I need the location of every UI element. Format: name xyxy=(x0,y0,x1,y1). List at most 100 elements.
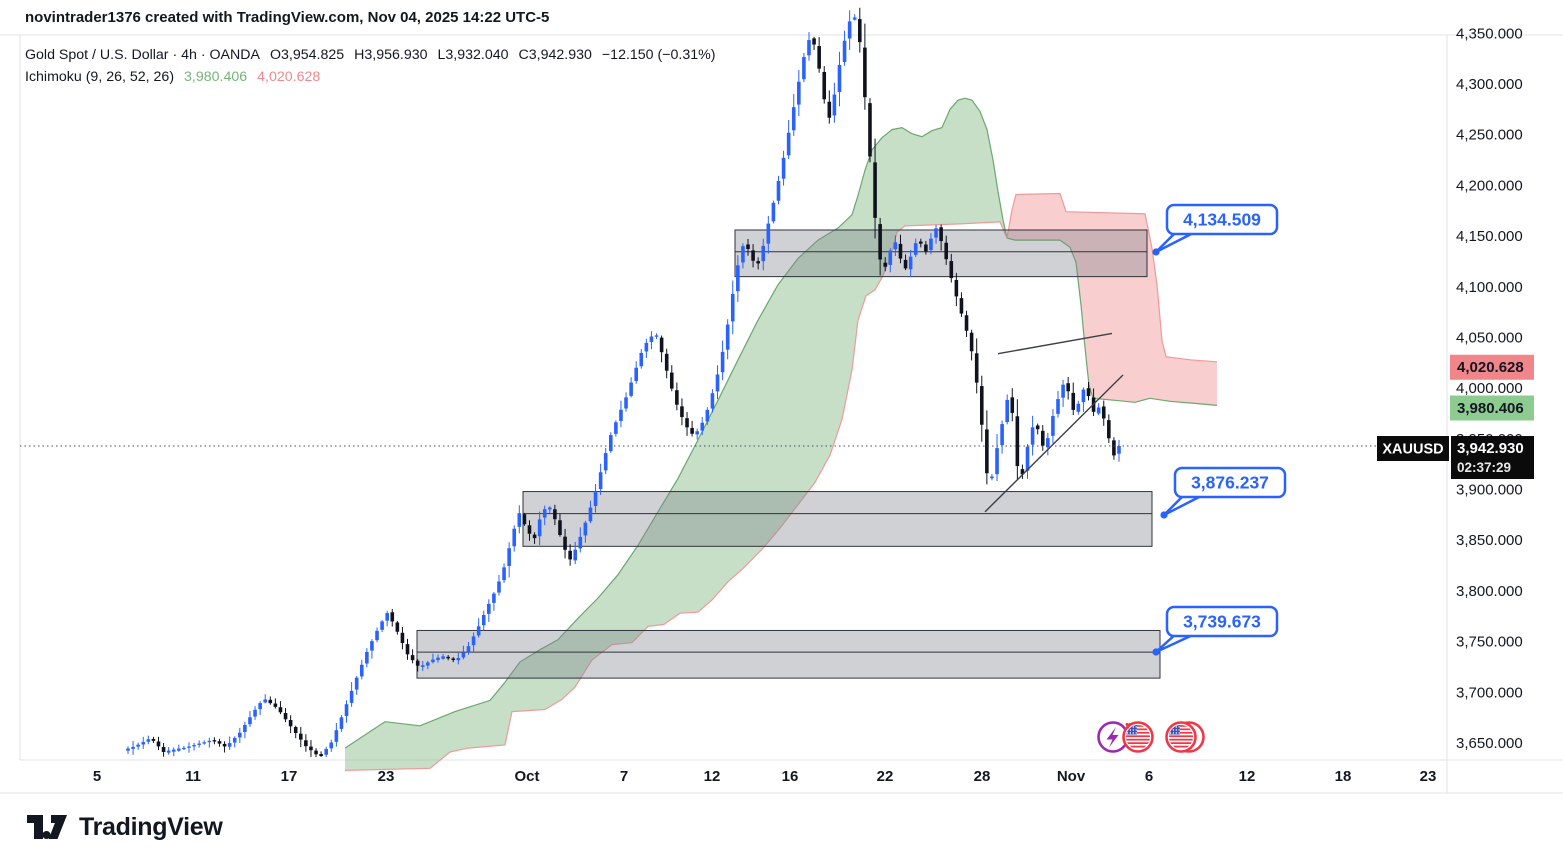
ichimoku-cloud xyxy=(344,97,1218,771)
legend-close-value: C3,942.930 xyxy=(518,47,592,63)
candle-body xyxy=(212,740,217,742)
event-icon-us-flag[interactable]: ♥ xyxy=(1122,720,1154,753)
time-axis-tick: 5 xyxy=(93,768,101,785)
trend-line[interactable] xyxy=(997,332,1113,355)
legend-high-value: H3,956.930 xyxy=(354,47,428,63)
candle-body xyxy=(1035,425,1040,430)
candle-body xyxy=(888,250,893,265)
candle-body xyxy=(898,243,903,259)
candle-body xyxy=(426,662,430,666)
event-icons: ♥ xyxy=(1097,720,1205,753)
price-axis-tick: 4,150.000 xyxy=(1456,228,1523,245)
candle-body xyxy=(1056,399,1060,414)
candle-body xyxy=(146,739,151,742)
candle-body xyxy=(177,748,181,751)
heart-icon: ♥ xyxy=(1125,720,1132,732)
tradingview-brand[interactable]: TradingView xyxy=(25,812,223,842)
candle-body xyxy=(232,737,237,743)
candle-body xyxy=(1066,383,1070,392)
candle-body xyxy=(730,294,735,322)
candle-body xyxy=(359,664,364,677)
candle-body xyxy=(1030,427,1035,445)
price-axis-tick: 4,100.000 xyxy=(1456,279,1523,296)
time-axis-tick: Nov xyxy=(1057,768,1086,785)
time-axis-tick: 23 xyxy=(1420,768,1437,785)
candle-body xyxy=(207,740,212,743)
price-callout[interactable]: 4,134.509 xyxy=(1152,203,1279,256)
candle-body xyxy=(847,21,852,39)
senkou-b-price-badge-label: 4,020.628 xyxy=(1457,359,1524,376)
candle-body xyxy=(903,259,908,269)
price-axis-tick: 3,700.000 xyxy=(1456,684,1523,701)
candle-body xyxy=(771,202,776,222)
candle-body xyxy=(166,750,171,753)
trend-line[interactable] xyxy=(984,374,1124,513)
candle-body xyxy=(715,374,720,392)
candle-body xyxy=(573,549,578,561)
candle-body xyxy=(436,657,440,661)
watermark-attribution: novintrader1376 created with TradingView… xyxy=(25,9,550,26)
candle-body xyxy=(334,730,339,742)
candle-body xyxy=(588,507,593,522)
symbol-name-box xyxy=(1377,436,1449,462)
legend-symbol-title[interactable]: Gold Spot / U.S. Dollar · 4h · OANDA xyxy=(25,47,260,63)
time-axis-tick: 6 xyxy=(1145,768,1153,785)
price-axis-tick: 3,850.000 xyxy=(1456,532,1523,549)
candle-body xyxy=(720,351,725,373)
candle-body xyxy=(680,406,684,418)
price-axis[interactable]: 4,350.000 4,300.000 4,250.000 4,200.000 4,15… xyxy=(1456,25,1523,752)
price-callout[interactable]: 3,739.673 xyxy=(1152,605,1279,656)
candle-body xyxy=(608,435,613,452)
candle-body xyxy=(837,64,842,92)
candle-body xyxy=(827,101,832,118)
candle-body xyxy=(527,525,532,534)
time-axis-tick: 11 xyxy=(185,768,201,785)
candle-body xyxy=(995,448,999,475)
senkou-b-price-badge xyxy=(1450,354,1534,380)
candle-body xyxy=(227,743,232,747)
candle-body xyxy=(298,733,303,740)
callout-box xyxy=(1173,466,1287,499)
candle-body xyxy=(268,699,273,704)
supply-demand-zone[interactable] xyxy=(522,491,1153,547)
price-callout[interactable]: 3,876.237 xyxy=(1160,466,1287,519)
candle-body xyxy=(802,56,806,80)
legend-indicator-label[interactable]: Ichimoku (9, 26, 52, 26) xyxy=(25,69,175,85)
candle-body xyxy=(456,658,461,661)
candle-body xyxy=(649,336,654,342)
price-axis-tick: 4,000.000 xyxy=(1456,380,1523,397)
time-axis[interactable]: 5 11 17 23 Oct 7 12 16 22 28 Nov 6 12 18 23 xyxy=(93,768,1437,785)
time-axis-tick: 16 xyxy=(782,768,799,785)
callout-price-label: 3,739.673 xyxy=(1183,612,1261,632)
candle-body xyxy=(253,709,257,717)
candle-body xyxy=(131,746,135,749)
candle-body xyxy=(1086,388,1091,397)
zone-rect[interactable] xyxy=(416,629,1161,679)
price-axis-tick: 4,300.000 xyxy=(1456,76,1523,93)
candle-body xyxy=(791,107,796,131)
senkou-b-line xyxy=(1006,192,1218,363)
price-axis-tick: 4,350.000 xyxy=(1456,25,1523,42)
candle-body xyxy=(487,603,491,614)
candle-body xyxy=(385,613,389,621)
candle-body xyxy=(248,717,252,725)
last-price-value: 3,942.930 xyxy=(1457,440,1524,457)
candle-body xyxy=(1020,469,1025,475)
candle-body xyxy=(756,261,760,264)
candle-body xyxy=(878,224,882,260)
candle-body xyxy=(126,748,130,751)
candle-body xyxy=(192,745,196,747)
us-flag-art xyxy=(1169,725,1193,748)
candle-body xyxy=(390,612,395,622)
candle-body xyxy=(365,651,369,664)
time-axis-tick: Oct xyxy=(514,768,539,785)
senkou-a-line xyxy=(344,97,1008,749)
event-icon-us-flag-double[interactable] xyxy=(1165,721,1205,753)
zone-rect[interactable] xyxy=(522,491,1153,547)
candle-body xyxy=(939,227,943,242)
supply-demand-zone[interactable] xyxy=(416,629,1161,679)
price-chart[interactable]: ♥ 4,134.509 3,876.237 3,739.673 4,350.000 4,3… xyxy=(0,0,1563,805)
legend-senkou-a-value: 3,980.406 xyxy=(184,69,248,85)
candle-body xyxy=(634,367,638,382)
